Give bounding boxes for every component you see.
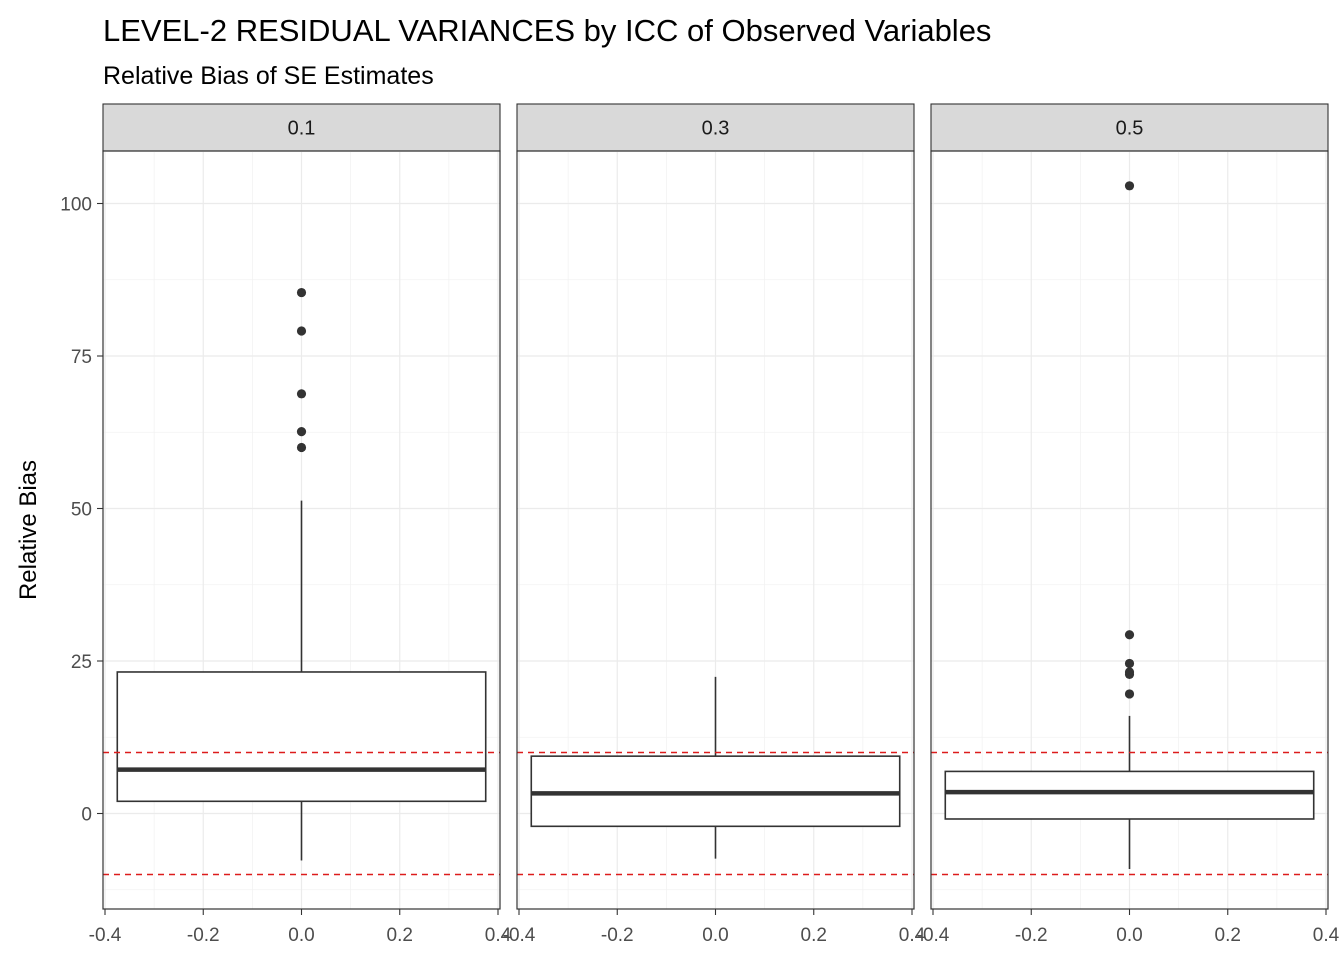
facet-strip-label: 0.5 [1116, 118, 1144, 140]
x-tick-label: 0.4 [485, 925, 512, 946]
chart-title: LEVEL-2 RESIDUAL VARIANCES by ICC of Obs… [103, 13, 991, 48]
box-iqr [944, 770, 1315, 820]
facet-panels: 0 25 50 75 100 0.1 -0.4 -0.2 0.0 0.2 0.4 0.3 -0.4 -0.… [60, 103, 1340, 946]
facet-strip-label: 0.3 [702, 118, 730, 140]
outlier-point [296, 389, 307, 399]
outlier-point [1124, 669, 1135, 680]
chart-subtitle: Relative Bias of SE Estimates [103, 62, 434, 90]
facet-strip [930, 103, 1329, 152]
panel-plot-area [931, 151, 1328, 909]
y-axis-title: Relative Bias [15, 460, 42, 600]
x-tick-label: 0.0 [288, 925, 314, 946]
facet-strip-label: 0.1 [288, 118, 316, 140]
outlier-point [296, 442, 307, 453]
x-tick-label: -0.2 [601, 925, 634, 946]
x-tick-label: 0.2 [1215, 925, 1241, 946]
outlier-point [296, 427, 307, 437]
x-tick-label: -0.4 [917, 925, 950, 946]
x-tick-label: -0.4 [89, 925, 122, 946]
y-tick-label: 50 [71, 500, 92, 521]
facet-panel-0.5: 0.5 -0.4 -0.2 0.0 0.2 0.4 [917, 103, 1340, 946]
x-tick-label: 0.4 [899, 925, 926, 946]
y-tick-label: 100 [60, 195, 92, 216]
outlier-point [1124, 658, 1135, 669]
x-tick-label: -0.2 [187, 925, 220, 946]
box-iqr [116, 671, 487, 803]
outlier-point [296, 287, 307, 298]
x-tick-label: 0.2 [801, 925, 827, 946]
panel-plot-area [517, 151, 914, 909]
y-tick-label: 25 [71, 652, 92, 673]
facet-panel-0.1: 0.1 -0.4 -0.2 0.0 0.2 0.4 [89, 103, 512, 946]
y-tick-label: 0 [81, 805, 92, 826]
outlier-point [1124, 630, 1135, 640]
x-tick-label: 0.4 [1313, 925, 1340, 946]
x-tick-label: 0.2 [387, 925, 413, 946]
panel-plot-area [103, 151, 500, 909]
x-tick-label: 0.0 [702, 925, 728, 946]
y-tick-label: 75 [71, 347, 92, 368]
x-tick-label: 0.0 [1116, 925, 1142, 946]
facet-strip [102, 103, 501, 152]
x-tick-label: -0.4 [503, 925, 536, 946]
outlier-point [1124, 689, 1135, 699]
outlier-point [296, 326, 307, 336]
facet-strip [516, 103, 915, 152]
outlier-point [1124, 181, 1135, 191]
x-tick-label: -0.2 [1015, 925, 1048, 946]
facet-panel-0.3: 0.3 -0.4 -0.2 0.0 0.2 0.4 [503, 103, 926, 946]
